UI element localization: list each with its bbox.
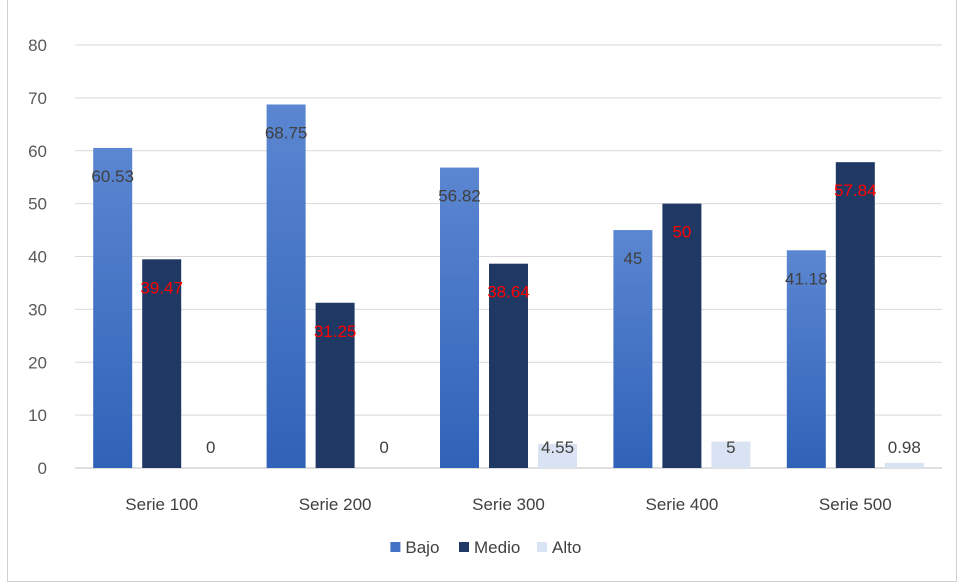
x-axis: Serie 100 Serie 200 Serie 300 Serie 400 Seri… bbox=[125, 495, 891, 514]
y-axis: 0 10 20 30 40 50 60 70 80 bbox=[28, 36, 47, 478]
data-label-alto: 4.55 bbox=[541, 438, 574, 457]
bar-alto bbox=[884, 462, 924, 468]
data-label-medio: 50 bbox=[672, 223, 691, 242]
data-label-medio: 38.64 bbox=[487, 283, 530, 302]
y-tick-label: 20 bbox=[28, 353, 47, 372]
data-label-alto: 0.98 bbox=[888, 438, 921, 457]
data-label-alto: 0 bbox=[206, 438, 215, 457]
data-label-bajo: 56.82 bbox=[438, 187, 481, 206]
y-tick-label: 30 bbox=[28, 300, 47, 319]
bar-medio bbox=[142, 259, 182, 468]
bar-medio bbox=[662, 203, 702, 468]
data-label-medio: 31.25 bbox=[314, 322, 357, 341]
y-tick-label: 50 bbox=[28, 195, 47, 214]
x-category-label: Serie 200 bbox=[299, 495, 372, 514]
bar-medio bbox=[835, 162, 875, 468]
bar-bajo bbox=[440, 167, 479, 468]
legend-swatch-bajo bbox=[390, 542, 401, 552]
legend-label-bajo: Bajo bbox=[405, 538, 439, 557]
x-category-label: Serie 400 bbox=[646, 495, 719, 514]
legend-swatch-alto bbox=[537, 542, 547, 552]
data-label-bajo: 45 bbox=[623, 249, 642, 268]
y-tick-label: 0 bbox=[38, 459, 47, 478]
x-category-label: Serie 300 bbox=[472, 495, 545, 514]
bar-bajo bbox=[266, 104, 306, 468]
bar-bajo bbox=[613, 230, 653, 468]
x-category-label: Serie 500 bbox=[819, 495, 892, 514]
data-label-alto: 0 bbox=[379, 438, 388, 457]
y-tick-label: 70 bbox=[28, 89, 47, 108]
bar-alto bbox=[538, 443, 577, 468]
y-tick-label: 10 bbox=[28, 406, 47, 425]
data-label-medio: 39.47 bbox=[140, 278, 183, 297]
data-label-bajo: 41.18 bbox=[785, 269, 828, 288]
data-label-bajo: 60.53 bbox=[91, 167, 134, 186]
y-tick-label: 60 bbox=[28, 142, 47, 161]
bar-alto bbox=[711, 441, 751, 468]
bar-bajo bbox=[93, 147, 133, 468]
y-tick-label: 80 bbox=[28, 36, 47, 55]
bar-medio bbox=[489, 263, 528, 468]
bars bbox=[93, 104, 924, 468]
bar-medio bbox=[315, 302, 355, 468]
bar-bajo bbox=[786, 250, 826, 468]
data-label-alto: 5 bbox=[726, 438, 735, 457]
legend-swatch-medio bbox=[459, 542, 469, 552]
data-label-bajo: 68.75 bbox=[265, 123, 308, 142]
legend: Bajo Medio Alto bbox=[390, 538, 581, 557]
data-label-medio: 57.84 bbox=[834, 181, 877, 200]
legend-label-alto: Alto bbox=[552, 538, 581, 557]
data-labels: 60.5339.47068.7531.25056.8238.644.554550… bbox=[91, 123, 920, 457]
x-category-label: Serie 100 bbox=[125, 495, 198, 514]
legend-label-medio: Medio bbox=[474, 538, 520, 557]
y-tick-label: 40 bbox=[28, 248, 47, 267]
